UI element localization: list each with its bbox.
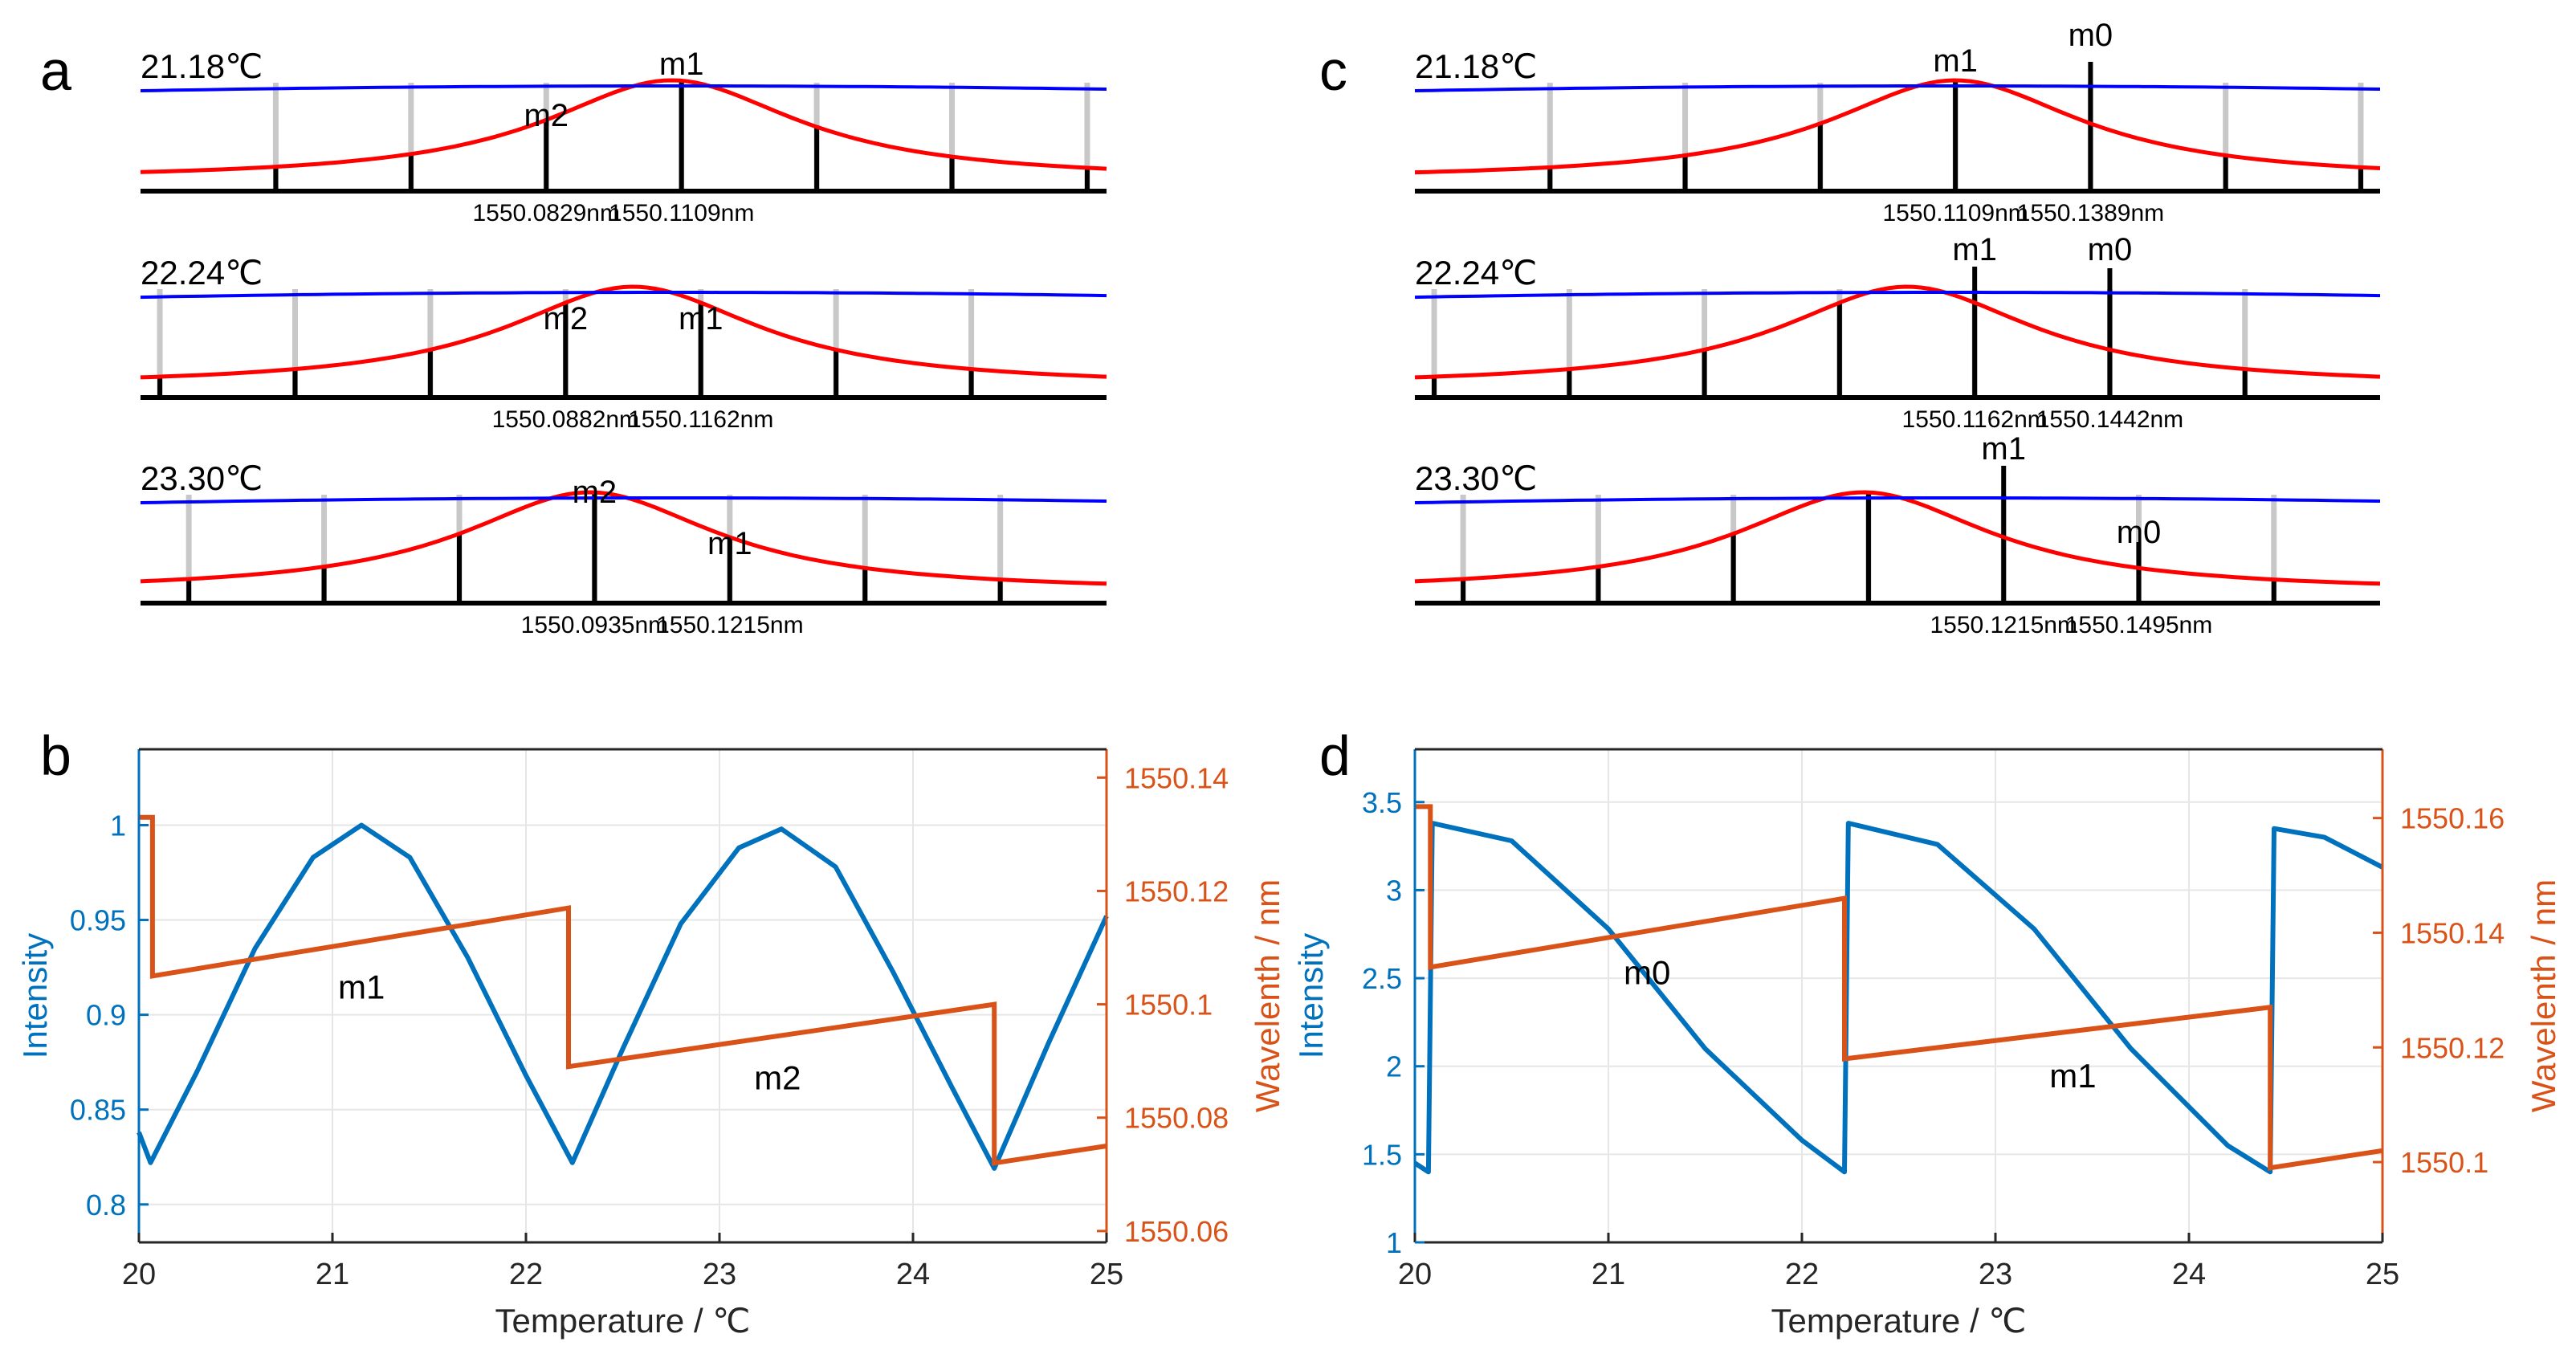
panel-label-d: d bbox=[1319, 724, 1351, 787]
envelope-curve bbox=[1414, 284, 2381, 380]
mode-label: m2 bbox=[573, 475, 618, 510]
mode-label: m1 bbox=[659, 47, 704, 82]
x-tick-label: 20 bbox=[1398, 1258, 1432, 1291]
y-right-tick-label: 1550.12 bbox=[2400, 1031, 2505, 1064]
wavelength-label: 1550.0935nm bbox=[521, 612, 669, 638]
y-left-tick-label: 1 bbox=[1386, 1226, 1402, 1259]
mode-label: m0 bbox=[2069, 18, 2113, 53]
y-right-axis-label: Wavelenth / nm bbox=[1249, 879, 1286, 1112]
mode-label: m1 bbox=[1981, 431, 2026, 467]
envelope-curve bbox=[1414, 78, 2381, 175]
temperature-label: 21.18℃ bbox=[141, 47, 263, 85]
filter-line bbox=[140, 84, 1107, 92]
y-left-tick-label: 2 bbox=[1386, 1050, 1402, 1083]
x-tick-label: 25 bbox=[1090, 1258, 1123, 1291]
mode-label: m2 bbox=[524, 98, 569, 133]
envelope-curve bbox=[140, 78, 1107, 174]
filter-line bbox=[1414, 291, 2381, 300]
y-right-tick-label: 1550.1 bbox=[1124, 989, 1213, 1022]
mode-label: m1 bbox=[1952, 232, 1997, 267]
y-left-tick-label: 1 bbox=[110, 809, 126, 842]
y-right-tick-label: 1550.08 bbox=[1124, 1102, 1229, 1135]
y-right-tick-label: 1550.14 bbox=[2400, 916, 2505, 949]
filter-line bbox=[1414, 84, 2381, 92]
y-right-tick-label: 1550.16 bbox=[2400, 802, 2505, 835]
x-tick-label: 24 bbox=[896, 1258, 930, 1291]
panel-label-a: a bbox=[40, 39, 71, 102]
mode-label: m1 bbox=[679, 301, 723, 336]
y-left-tick-label: 0.8 bbox=[86, 1189, 126, 1221]
chart-panel-b: 20 21 22 23 24 25 0.8 0.85 0.9 0.95 1 1550.06 1550.0… bbox=[16, 748, 1286, 1340]
mode-label: m1 bbox=[1933, 43, 1978, 79]
x-axis-label: Temperature / ℃ bbox=[1771, 1302, 2027, 1340]
y-left-tick-label: 0.9 bbox=[86, 999, 126, 1032]
chart-panel-d: 20 21 22 23 24 25 1 1.5 2 2.5 3 3.5 1550.1 1550.12 155… bbox=[1292, 748, 2562, 1340]
y-right-tick-label: 1550.14 bbox=[1124, 761, 1229, 794]
wavelength-label: 1550.1215nm bbox=[656, 612, 804, 638]
mode-label: m1 bbox=[707, 526, 752, 561]
x-tick-label: 22 bbox=[1785, 1258, 1819, 1291]
series-annotation: m1 bbox=[2049, 1057, 2096, 1095]
y-left-tick-label: 0.85 bbox=[70, 1094, 126, 1127]
temperature-label: 21.18℃ bbox=[1415, 47, 1537, 85]
wavelength-label: 1550.1109nm bbox=[1882, 200, 2028, 226]
x-axis-label: Temperature / ℃ bbox=[495, 1302, 751, 1340]
envelope-curve bbox=[140, 284, 1107, 380]
y-left-tick-label: 1.5 bbox=[1362, 1138, 1402, 1171]
x-tick-label: 22 bbox=[509, 1258, 543, 1291]
intensity-series-line bbox=[137, 822, 1109, 1171]
y-right-tick-label: 1550.12 bbox=[1124, 875, 1229, 907]
wavelength-label: 1550.0829nm bbox=[473, 200, 621, 226]
series-annotation: m1 bbox=[338, 969, 385, 1006]
x-tick-label: 25 bbox=[2366, 1258, 2399, 1291]
y-left-axis-label: Intensity bbox=[1292, 933, 1330, 1058]
panel-label-b: b bbox=[40, 724, 71, 787]
mode-label: m2 bbox=[544, 301, 589, 336]
panel-label-c: c bbox=[1319, 39, 1347, 102]
y-right-tick-label: 1550.06 bbox=[1124, 1215, 1229, 1248]
wavelength-label: 1550.0882nm bbox=[492, 406, 640, 433]
wavelength-label: 1550.1162nm bbox=[1902, 406, 2048, 433]
y-right-tick-label: 1550.1 bbox=[2400, 1146, 2488, 1179]
temperature-label: 22.24℃ bbox=[141, 254, 263, 292]
y-right-axis-label: Wavelenth / nm bbox=[2525, 879, 2562, 1112]
x-tick-label: 21 bbox=[1592, 1258, 1625, 1291]
filter-line bbox=[140, 496, 1107, 504]
x-tick-label: 20 bbox=[122, 1258, 156, 1291]
y-left-tick-label: 0.95 bbox=[70, 904, 126, 937]
wavelength-label: 1550.1495nm bbox=[2065, 612, 2213, 638]
x-tick-label: 24 bbox=[2172, 1258, 2206, 1291]
wavelength-label: 1550.1389nm bbox=[2017, 200, 2165, 226]
y-left-tick-label: 3.5 bbox=[1362, 786, 1402, 819]
wavelength-series-line bbox=[139, 814, 1107, 1166]
wavelength-label: 1550.1442nm bbox=[2036, 406, 2184, 433]
temperature-label: 22.24℃ bbox=[1415, 254, 1537, 292]
temperature-label: 23.30℃ bbox=[1415, 459, 1537, 497]
y-left-tick-label: 2.5 bbox=[1362, 962, 1402, 995]
mode-label: m0 bbox=[2088, 232, 2133, 267]
mode-label: m0 bbox=[2117, 515, 2162, 550]
series-annotation: m2 bbox=[754, 1058, 801, 1096]
y-left-tick-label: 3 bbox=[1386, 874, 1402, 907]
x-tick-label: 21 bbox=[316, 1258, 349, 1291]
filter-line bbox=[140, 291, 1107, 300]
series-annotation: m0 bbox=[1624, 954, 1670, 992]
wavelength-label: 1550.1215nm bbox=[1930, 612, 2077, 638]
y-left-axis-label: Intensity bbox=[16, 933, 54, 1058]
x-tick-label: 23 bbox=[703, 1258, 736, 1291]
temperature-label: 23.30℃ bbox=[141, 459, 263, 497]
filter-line bbox=[1414, 496, 2381, 504]
wavelength-label: 1550.1162nm bbox=[628, 406, 773, 433]
wavelength-label: 1550.1109nm bbox=[609, 200, 754, 226]
wavelength-series-line bbox=[1415, 804, 2383, 1171]
x-tick-label: 23 bbox=[1979, 1258, 2012, 1291]
